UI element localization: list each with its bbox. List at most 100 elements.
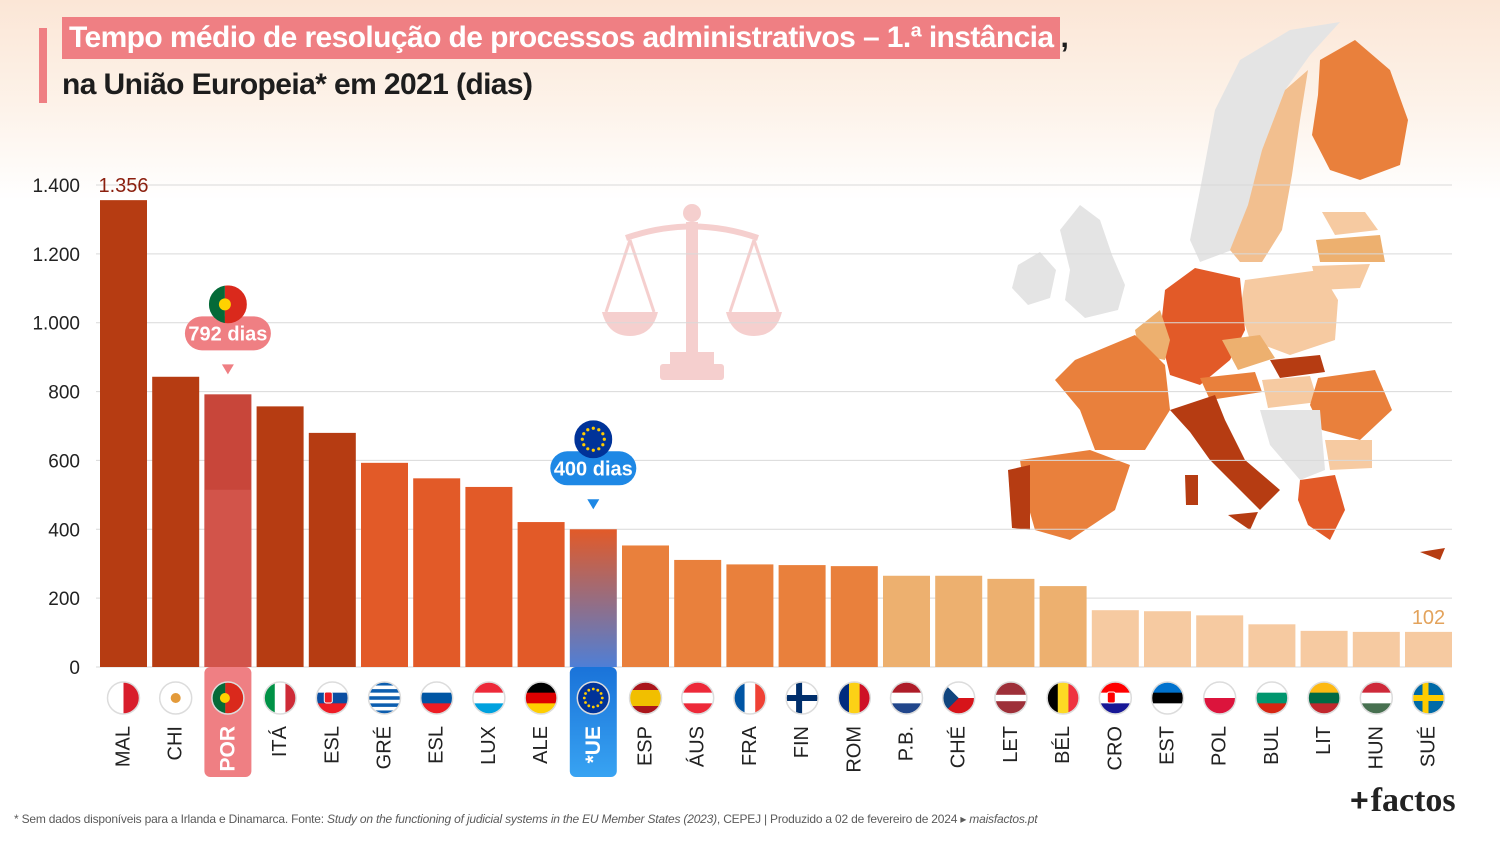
- bar-lit: [1300, 630, 1348, 667]
- map-slovakia: [1270, 355, 1325, 378]
- bar-esp: [622, 545, 669, 667]
- x-label-*ue: *UE: [582, 726, 605, 763]
- y-tick-label: 200: [48, 589, 80, 610]
- luxembourg-flag-icon: [472, 681, 506, 715]
- estonia-flag-icon: [1150, 681, 1185, 715]
- map-estonia: [1322, 212, 1378, 235]
- bar-itá: [256, 406, 304, 667]
- title-comma: ,: [1060, 21, 1069, 54]
- x-label-mal: MAL: [113, 726, 135, 767]
- bar-ché: [935, 575, 983, 667]
- brand-name: factos: [1370, 782, 1456, 819]
- eu-callout-pointer: [587, 499, 600, 510]
- x-label-est: EST: [1157, 726, 1179, 765]
- bar-p.b.: [883, 575, 930, 667]
- footnote-source: Study on the functioning of judicial sys…: [327, 812, 717, 826]
- map-cyprus: [1420, 548, 1445, 560]
- portugal-callout-pill: [184, 316, 271, 351]
- slovenia-flag-icon: [419, 681, 454, 715]
- map-france: [1055, 335, 1170, 450]
- map-italy: [1170, 395, 1280, 510]
- map-uk: [1060, 205, 1125, 318]
- bar-fin: [778, 565, 826, 667]
- eu-flag-icon: [576, 681, 611, 715]
- map-romania: [1310, 370, 1392, 440]
- romania-flag-icon: [837, 681, 872, 715]
- croatia-flag-icon: [1098, 681, 1133, 715]
- x-label-let: LET: [1000, 726, 1022, 763]
- bar-fra: [726, 564, 774, 667]
- map-spain: [1020, 450, 1130, 540]
- map-bulgaria: [1325, 440, 1372, 470]
- y-tick-label: 1.200: [32, 245, 80, 266]
- bar-bul: [1248, 624, 1296, 667]
- bar-ale: [517, 522, 565, 667]
- map-sweden: [1230, 70, 1308, 262]
- annotations: 1.356 102 792 dias 400 dias: [98, 175, 1445, 629]
- x-label-itá: ITÁ: [268, 725, 291, 757]
- finland-flag-icon: [785, 681, 819, 715]
- y-tick-label: 0: [69, 658, 80, 679]
- bulgaria-flag-icon: [1255, 681, 1289, 715]
- map-portugal: [1008, 465, 1030, 530]
- map-greece: [1298, 475, 1345, 540]
- bar-bél: [1039, 586, 1087, 667]
- map-balkans: [1260, 410, 1325, 480]
- title-highlight: Tempo médio de resolução de processos ad…: [62, 17, 1061, 59]
- portugal-callout-flag-icon: [208, 285, 247, 324]
- y-tick-label: 800: [48, 383, 80, 404]
- map-austria: [1200, 372, 1262, 400]
- x-label-ché: CHÉ: [947, 726, 970, 768]
- footnote-suffix: , CEPEJ | Produzido a 02 de fevereiro de…: [716, 812, 970, 826]
- bar-gré: [361, 462, 408, 667]
- eu-callout-flag-icon: [574, 420, 613, 459]
- latvia-flag-icon: [994, 681, 1028, 715]
- bars: [100, 200, 1452, 668]
- germany-flag-icon: [524, 681, 558, 715]
- y-tick-label: 1.400: [32, 176, 80, 197]
- x-label-esl: ESL: [426, 726, 448, 764]
- x-label-áus: ÁUS: [686, 726, 709, 767]
- sweden-flag-icon: [1411, 681, 1446, 715]
- map-sardinia: [1185, 475, 1198, 505]
- category-highlights: [204, 667, 617, 777]
- x-label-lit: LIT: [1313, 726, 1335, 755]
- x-label-hun: HUN: [1365, 726, 1387, 769]
- spain-flag-icon: [628, 681, 663, 715]
- map-norway: [1190, 22, 1340, 262]
- slovakia-flag-icon: [315, 681, 350, 715]
- bar-esl: [308, 432, 356, 667]
- netherlands-flag-icon: [889, 681, 924, 715]
- scales-of-justice-icon: [602, 204, 782, 380]
- europe-map-decoration: [1008, 22, 1445, 560]
- x-label-p.b.: P.B.: [896, 726, 918, 761]
- x-label-lux: LUX: [478, 726, 500, 765]
- portugal-callout-pointer: [221, 364, 234, 375]
- france-flag-icon: [733, 681, 767, 715]
- map-finland: [1312, 40, 1408, 180]
- x-label-por: POR: [216, 726, 239, 772]
- portugal-bar-tint: [204, 489, 252, 667]
- x-label-bul: BUL: [1261, 726, 1283, 765]
- bar-áus: [674, 559, 722, 667]
- title-accent-bar: [39, 28, 47, 103]
- bar-mal: [100, 200, 147, 668]
- map-latvia: [1316, 235, 1385, 262]
- portugal-callout-text: 792 dias: [188, 323, 267, 345]
- malta-flag-icon: [106, 681, 141, 715]
- chart-title: Tempo médio de resolução de processos ad…: [62, 17, 1069, 107]
- x-label-esp: ESP: [635, 726, 657, 766]
- map-sicily: [1228, 512, 1258, 530]
- eu-callout-text: 400 dias: [554, 458, 633, 480]
- x-label-gré: GRÉ: [373, 726, 396, 769]
- flag-icons: [106, 681, 1446, 715]
- y-tick-label: 1.000: [32, 314, 80, 335]
- source-footnote: * Sem dados disponíveis para a Irlanda e…: [14, 812, 1038, 826]
- y-tick-label: 400: [48, 520, 80, 541]
- brand-logo: +factos: [1350, 782, 1456, 820]
- map-ireland: [1012, 252, 1056, 305]
- max-value-label: 1.356: [98, 175, 148, 197]
- footnote-prefix: * Sem dados disponíveis para a Irlanda e…: [14, 812, 328, 826]
- poland-flag-icon: [1202, 681, 1237, 715]
